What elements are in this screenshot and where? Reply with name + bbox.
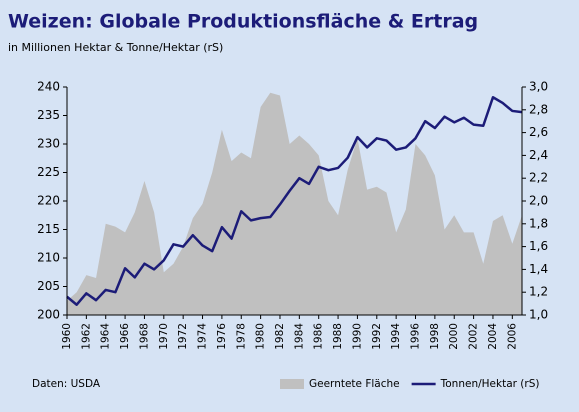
y-tick-label: 220 bbox=[37, 194, 60, 208]
x-tick-label: 1978 bbox=[235, 323, 247, 350]
legend-label: Geerntete Fläche bbox=[309, 378, 400, 390]
legend-label: Tonnen/Hektar (rS) bbox=[440, 378, 540, 390]
chart-subtitle: in Millionen Hektar & Tonne/Hektar (rS) bbox=[8, 41, 223, 54]
x-tick-label: 1998 bbox=[429, 323, 441, 350]
y2-tick-label: 2,2 bbox=[529, 171, 548, 185]
x-tick-label: 1968 bbox=[138, 323, 150, 350]
x-tick-label: 1976 bbox=[216, 323, 228, 350]
x-tick-label: 1964 bbox=[100, 323, 112, 350]
y2-tick-label: 2,0 bbox=[529, 194, 548, 208]
y2-tick-label: 2,8 bbox=[529, 102, 548, 116]
y-tick-label: 235 bbox=[37, 108, 60, 122]
x-tick-label: 1962 bbox=[80, 323, 92, 350]
y2-tick-label: 1,8 bbox=[529, 216, 548, 230]
x-tick-label: 1992 bbox=[371, 323, 383, 350]
y2-tick-label: 1,0 bbox=[529, 308, 548, 322]
x-tick-label: 2002 bbox=[468, 323, 480, 350]
source: Daten: USDA bbox=[32, 378, 101, 390]
x-tick-label: 1970 bbox=[158, 323, 170, 350]
x-tick-label: 1966 bbox=[119, 323, 131, 350]
y-tick-label: 225 bbox=[37, 165, 60, 179]
line bbox=[66, 96, 523, 306]
x-tick-label: 1982 bbox=[274, 323, 286, 350]
area bbox=[67, 92, 522, 315]
y-tick-label: 240 bbox=[37, 80, 60, 94]
x-tick-label: 1996 bbox=[410, 323, 422, 350]
x-tick-label: 2000 bbox=[448, 323, 460, 350]
y-tick-label: 200 bbox=[37, 308, 60, 322]
legend-swatch bbox=[280, 379, 304, 389]
chart-title: Weizen: Globale Produktionsfläche & Ertr… bbox=[8, 11, 478, 33]
y2-tick-label: 2,4 bbox=[529, 148, 548, 162]
y-tick-label: 205 bbox=[37, 279, 60, 293]
y-tick-label: 210 bbox=[37, 251, 60, 265]
x-tick-label: 1974 bbox=[197, 323, 209, 350]
x-tick-label: 1994 bbox=[390, 323, 402, 350]
x-tick-label: 1986 bbox=[313, 323, 325, 350]
x-tick-label: 2004 bbox=[487, 323, 499, 350]
x-tick-label: 1972 bbox=[177, 323, 189, 350]
x-tick-label: 1980 bbox=[255, 323, 267, 350]
y2-tick-label: 1,2 bbox=[529, 285, 548, 299]
y2-tick-label: 3,0 bbox=[529, 80, 548, 94]
y-tick-label: 230 bbox=[37, 137, 60, 151]
y2-tick-label: 1,6 bbox=[529, 239, 548, 253]
x-tick-label: 1984 bbox=[293, 323, 305, 350]
y2-tick-label: 2,6 bbox=[529, 125, 548, 139]
x-tick-label: 1990 bbox=[351, 323, 363, 350]
x-tick-label: 2006 bbox=[506, 323, 518, 350]
y-tick-label: 215 bbox=[37, 222, 60, 236]
x-tick-label: 1988 bbox=[332, 323, 344, 350]
x-tick-label: 1960 bbox=[61, 323, 73, 350]
y2-tick-label: 1,4 bbox=[529, 262, 548, 276]
